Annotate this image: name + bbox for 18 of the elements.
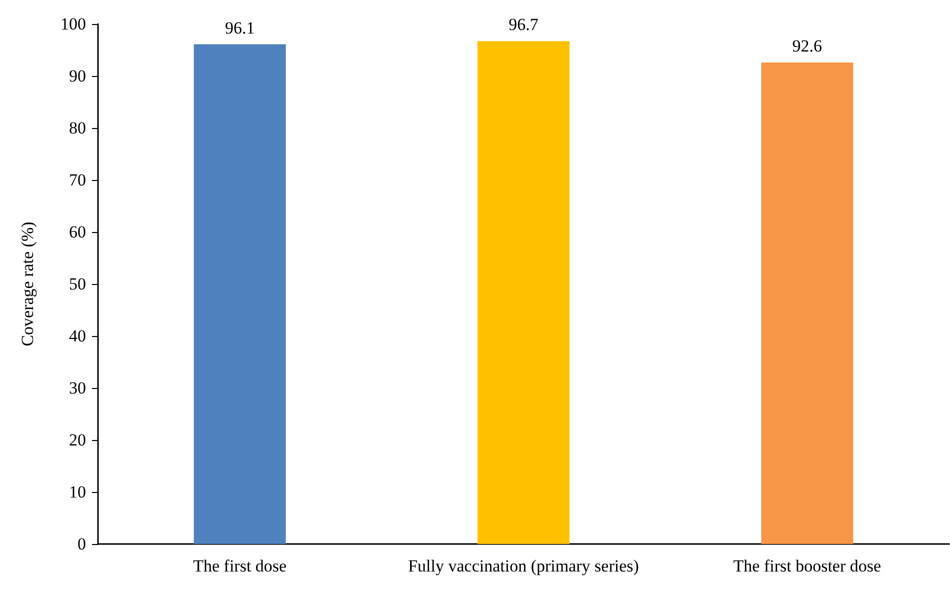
x-tick-label: The first dose <box>193 556 287 576</box>
data-label: 96.7 <box>508 15 539 34</box>
data-label: 96.1 <box>224 18 255 38</box>
y-tick-label: 90 <box>69 66 86 86</box>
y-tick-label: 30 <box>69 378 86 398</box>
y-tick-label: 0 <box>78 534 86 554</box>
y-tick-label: 50 <box>69 274 86 294</box>
x-tick-label: The first booster dose <box>733 556 882 576</box>
y-tick-label: 80 <box>69 118 86 138</box>
y-tick-label: 100 <box>60 14 86 34</box>
y-tick-label: 70 <box>69 170 86 190</box>
y-tick-label: 60 <box>69 222 86 242</box>
y-tick-label: 20 <box>69 430 86 450</box>
y-tick-label: 10 <box>69 482 86 502</box>
y-axis-title: Coverage rate (%) <box>18 222 37 346</box>
x-tick-label: Fully vaccination (primary series) <box>408 556 639 576</box>
data-label: 92.6 <box>792 36 822 56</box>
y-tick-label: 40 <box>69 326 86 346</box>
